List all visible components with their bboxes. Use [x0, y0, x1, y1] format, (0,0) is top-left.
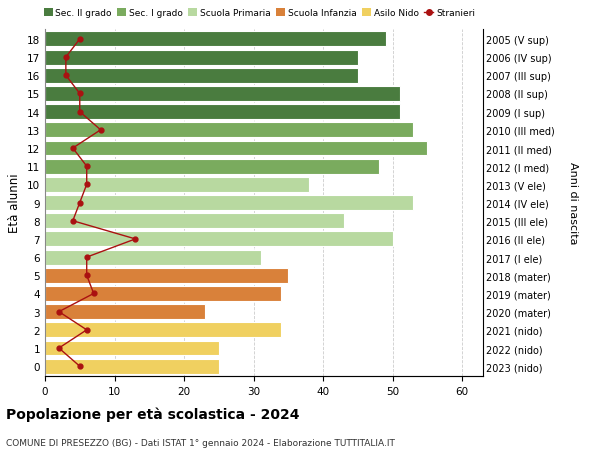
Bar — [45, 123, 413, 138]
Bar — [45, 105, 400, 120]
Text: Popolazione per età scolastica - 2024: Popolazione per età scolastica - 2024 — [6, 406, 299, 421]
Bar — [45, 359, 219, 374]
Bar — [45, 323, 281, 337]
Y-axis label: Età alunni: Età alunni — [8, 174, 22, 233]
Bar — [45, 33, 386, 47]
Bar — [45, 50, 358, 65]
Bar — [45, 141, 427, 156]
Bar — [45, 232, 392, 247]
Bar — [45, 196, 413, 211]
Y-axis label: Anni di nascita: Anni di nascita — [568, 162, 578, 244]
Bar — [45, 268, 289, 283]
Bar — [45, 69, 358, 84]
Bar — [45, 87, 400, 102]
Bar — [45, 286, 281, 301]
Bar — [45, 214, 344, 229]
Bar — [45, 341, 219, 356]
Bar — [45, 304, 205, 319]
Bar — [45, 178, 309, 192]
Bar — [45, 159, 379, 174]
Bar — [45, 250, 260, 265]
Legend: Sec. II grado, Sec. I grado, Scuola Primaria, Scuola Infanzia, Asilo Nido, Stran: Sec. II grado, Sec. I grado, Scuola Prim… — [40, 6, 478, 22]
Text: COMUNE DI PRESEZZO (BG) - Dati ISTAT 1° gennaio 2024 - Elaborazione TUTTITALIA.I: COMUNE DI PRESEZZO (BG) - Dati ISTAT 1° … — [6, 438, 395, 448]
